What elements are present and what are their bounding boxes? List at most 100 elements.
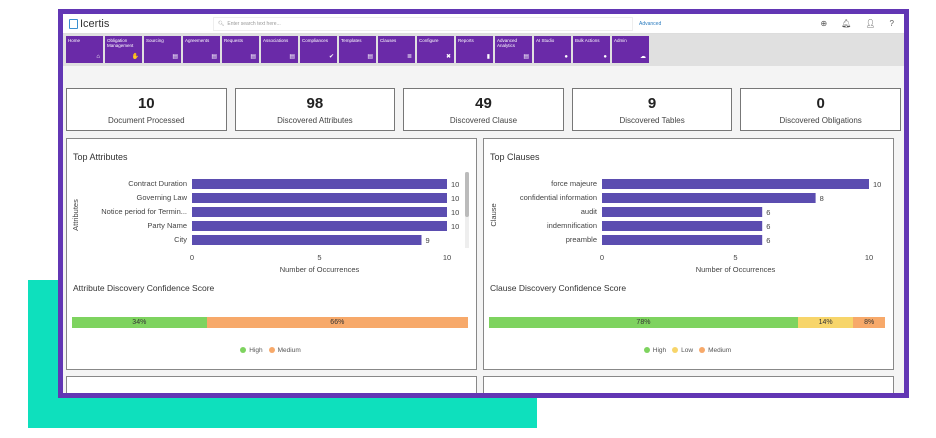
nav-tile-ai-studio[interactable]: AI Studio ● <box>534 36 571 63</box>
category-label: City <box>174 235 187 244</box>
nav-label: Agreements <box>185 38 210 43</box>
data-label: 9 <box>426 236 430 245</box>
x-tick-label: 5 <box>317 253 321 262</box>
confidence-bar: 34% 66% <box>72 317 468 328</box>
confidence-segment-low[interactable]: 14% <box>797 317 854 328</box>
data-label: 10 <box>873 180 881 189</box>
stat-value: 49 <box>475 95 492 112</box>
data-label: 8 <box>820 194 824 203</box>
document-icon: ▤ <box>250 53 256 60</box>
nav-tile-agreements[interactable]: Agreements ▤ <box>183 36 220 63</box>
nav-tile-admin[interactable]: Admin ☁ <box>612 36 649 63</box>
bar[interactable] <box>192 179 447 189</box>
stat-label: Discovered Attributes <box>277 116 353 125</box>
bar-chart: force majeure 10 confidential information 8… <box>489 179 881 274</box>
x-tick-label: 0 <box>190 253 194 262</box>
stat-label: Discovered Clause <box>449 116 518 125</box>
stat-value: 9 <box>647 95 657 112</box>
nav-tile-compliances[interactable]: Compliances ✔ <box>300 36 337 63</box>
chart-title: Top Attributes <box>73 152 128 162</box>
category-label: Contract Duration <box>128 179 187 188</box>
bulb-icon: ● <box>564 53 568 60</box>
nav-label: Reports <box>458 38 474 43</box>
nav-tile-bulk-actions[interactable]: Bulk Actions ● <box>573 36 610 63</box>
x-axis-title: Number of Occurrences <box>280 265 360 274</box>
nav-tile-requests[interactable]: Requests ▤ <box>222 36 259 63</box>
data-label: 10 <box>451 194 459 203</box>
bar[interactable] <box>192 207 447 217</box>
data-label: 10 <box>451 180 459 189</box>
stat-card: 9 Discovered Tables <box>571 88 733 131</box>
search-input[interactable]: 🔍︎ Enter search text here... <box>213 16 633 31</box>
bar[interactable] <box>192 221 447 231</box>
document-icon: ▤ <box>211 53 217 60</box>
nav-tile-reports[interactable]: Reports ▮ <box>456 36 493 63</box>
confidence-title: Attribute Discovery Confidence Score <box>73 283 215 293</box>
help-icon[interactable]: ? <box>889 19 894 28</box>
list-icon: ≣ <box>406 53 412 60</box>
nav-tile-sourcing[interactable]: Sourcing ▤ <box>144 36 181 63</box>
notification-bell-icon[interactable]: 🔔︎ <box>841 19 852 28</box>
nav-label: Clauses <box>380 38 397 43</box>
nav-tile-home[interactable]: Home ⌂ <box>66 36 103 63</box>
category-label: preamble <box>566 235 597 244</box>
bar[interactable] <box>602 221 763 231</box>
logo[interactable]: Icertis <box>63 18 213 30</box>
category-label: force majeure <box>551 179 597 188</box>
nav-tile-associations[interactable]: Associations ▤ <box>261 36 298 63</box>
clipboard-icon: ▮ <box>486 53 490 60</box>
app-frame: Icertis 🔍︎ Enter search text here... Adva… <box>58 9 909 398</box>
stats-row: 10 Document Processed 98 Discovered Attribu… <box>66 88 901 131</box>
nav-tile-advanced-analytics[interactable]: Advanced Analytics ▤ <box>495 36 532 63</box>
document-icon: ▤ <box>367 53 373 60</box>
bar[interactable] <box>602 207 763 217</box>
add-icon[interactable]: ⊕ <box>820 19 828 28</box>
confidence-segment-high[interactable]: 34% <box>72 317 207 328</box>
category-label: Party Name <box>147 221 187 230</box>
stat-card: 10 Document Processed <box>66 88 227 131</box>
bar[interactable] <box>602 193 816 203</box>
bottom-panel-right <box>483 376 894 393</box>
legend-item[interactable]: Medium <box>699 347 733 354</box>
legend-item[interactable]: Medium <box>268 347 303 354</box>
category-label: indemnification <box>547 221 597 230</box>
bar[interactable] <box>602 179 869 189</box>
tools-icon: ✖ <box>445 53 451 60</box>
nav-label: Compliances <box>302 38 329 43</box>
user-settings-icon[interactable]: 👤︎ <box>865 19 876 28</box>
nav-tile-configure[interactable]: Configure ✖ <box>417 36 454 63</box>
data-label: 10 <box>451 222 459 231</box>
data-label: 10 <box>451 208 459 217</box>
nav-label: Configure <box>419 38 439 43</box>
stat-label: Discovered Obligations <box>779 116 862 125</box>
check-icon: ✔ <box>328 53 334 60</box>
bar[interactable] <box>602 235 763 245</box>
nav-label: AI Studio <box>536 38 555 43</box>
bar[interactable] <box>192 193 447 203</box>
advanced-search-link[interactable]: Advanced <box>639 20 662 27</box>
nav-tile-clauses[interactable]: Clauses ≣ <box>378 36 415 63</box>
confidence-segment-medium[interactable]: 66% <box>206 317 468 328</box>
bar[interactable] <box>192 235 422 245</box>
x-tick-label: 0 <box>600 253 604 262</box>
x-tick-label: 10 <box>865 253 873 262</box>
legend-item[interactable]: High <box>240 347 264 354</box>
main-nav: Home ⌂ Obligation Management ✋ Sourcing ▤ Agre… <box>63 34 904 66</box>
confidence-segment-medium[interactable]: 8% <box>853 317 885 328</box>
chart-title: Top Clauses <box>490 152 540 162</box>
confidence-segment-high[interactable]: 78% <box>489 317 798 328</box>
logo-text: Icertis <box>80 17 110 30</box>
confidence-title: Clause Discovery Confidence Score <box>490 283 627 293</box>
stat-card: 98 Discovered Attributes <box>234 88 396 131</box>
nav-label: Advanced Analytics <box>497 38 518 49</box>
nav-label: Bulk Actions <box>575 38 600 43</box>
legend-item[interactable]: Low <box>672 347 695 354</box>
x-tick-label: 5 <box>733 253 737 262</box>
legend-item[interactable]: High <box>643 347 668 354</box>
nav-tile-templates[interactable]: Templates ▤ <box>339 36 376 63</box>
chart-scrollbar[interactable] <box>465 172 469 248</box>
nav-tile-obligation-management[interactable]: Obligation Management ✋ <box>105 36 142 63</box>
nav-label: Home <box>68 38 81 43</box>
y-axis-title: Attributes <box>71 199 80 231</box>
stat-card: 49 Discovered Clause <box>403 88 564 131</box>
